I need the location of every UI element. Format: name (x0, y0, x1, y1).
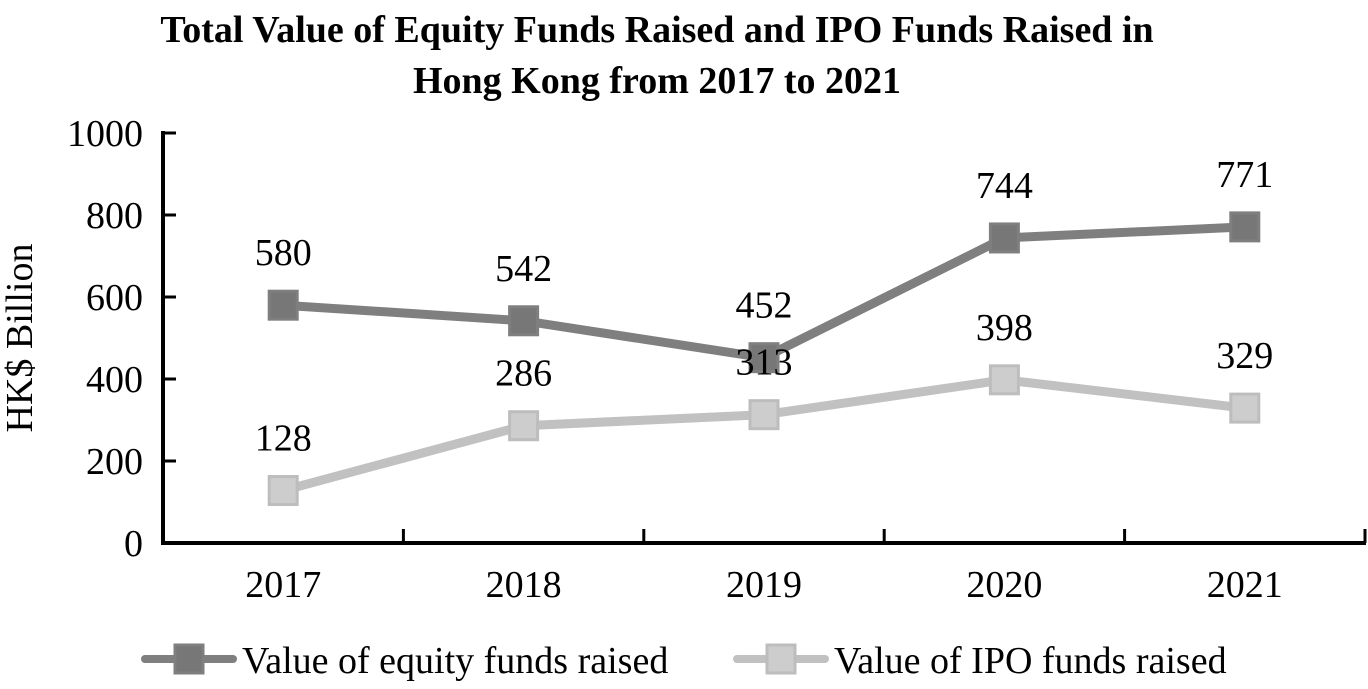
data-point-marker (988, 222, 1020, 254)
data-point-marker (748, 399, 780, 431)
x-axis-category-label: 2020 (966, 564, 1042, 606)
x-axis-ticks (161, 529, 1367, 543)
data-point-marker (748, 342, 780, 374)
chart-title-line1: Total Value of Equity Funds Raised and I… (160, 9, 1153, 51)
x-axis-category-label: 2019 (726, 564, 802, 606)
data-point-marker (267, 289, 299, 321)
data-point-marker (267, 475, 299, 507)
y-axis-ticks (163, 131, 176, 545)
series-layer (267, 211, 1261, 507)
legend-entry: Value of equity funds raised (141, 640, 668, 682)
y-axis-tick-labels: 0 200 400 600 800 1000 (67, 113, 143, 565)
legend-label: Value of IPO funds raised (834, 640, 1227, 682)
data-label: 398 (976, 307, 1033, 349)
data-point-marker (1229, 211, 1261, 243)
x-axis-category-label: 2018 (486, 564, 562, 606)
y-axis-tick-label: 200 (86, 441, 143, 483)
data-label: 128 (255, 418, 312, 460)
data-label: 313 (736, 342, 793, 384)
x-axis-category-labels: 2017 2018 2019 2020 2021 (245, 564, 1283, 606)
data-label: 286 (495, 353, 552, 395)
legend-label: Value of equity funds raised (242, 640, 668, 682)
data-labels-layer: 580 542 452 744 771 128 286 313 398 329 (255, 154, 1274, 460)
chart-title-line2: Hong Kong from 2017 to 2021 (413, 60, 901, 102)
data-label: 542 (495, 248, 552, 290)
legend-marker-square (173, 643, 205, 675)
series-ipo (267, 364, 1261, 507)
y-axis-tick-label: 800 (86, 195, 143, 237)
x-axis-category-label: 2017 (245, 564, 321, 606)
x-axis-category-label: 2021 (1207, 564, 1283, 606)
y-axis-tick-label: 1000 (67, 113, 143, 155)
data-label: 580 (255, 232, 312, 274)
y-axis-tick-label: 600 (86, 277, 143, 319)
data-point-marker (508, 410, 540, 442)
series-equity (267, 211, 1261, 374)
legend-marker-square (765, 643, 797, 675)
data-label: 744 (976, 165, 1033, 207)
legend-entry: Value of IPO funds raised (733, 640, 1227, 682)
y-axis-tick-label: 400 (86, 359, 143, 401)
data-label: 329 (1216, 335, 1273, 377)
y-axis-title: HK$ Billion (0, 244, 41, 433)
series-line (278, 375, 1250, 496)
data-point-marker (508, 305, 540, 337)
data-point-marker (1229, 392, 1261, 424)
data-point-marker (988, 364, 1020, 396)
data-label: 771 (1216, 154, 1273, 196)
y-axis-tick-label: 0 (124, 523, 143, 565)
legend: Value of equity funds raised Value of IPO… (141, 640, 1227, 682)
data-label: 452 (736, 285, 793, 327)
